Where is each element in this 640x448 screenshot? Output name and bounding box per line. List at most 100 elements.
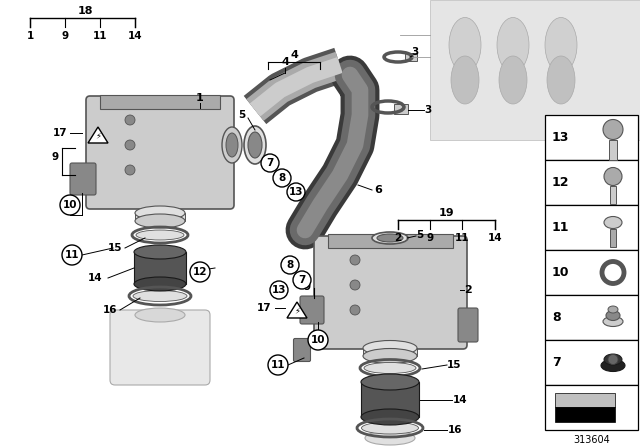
Ellipse shape (135, 214, 185, 228)
Circle shape (350, 255, 360, 265)
Text: 11: 11 (455, 233, 469, 243)
Text: 19: 19 (439, 208, 455, 218)
Text: 13: 13 (552, 131, 570, 144)
Text: 14: 14 (128, 31, 142, 41)
Bar (610, 185, 616, 203)
Ellipse shape (134, 245, 186, 259)
Ellipse shape (449, 17, 481, 73)
Bar (610, 228, 616, 246)
Text: 4: 4 (281, 57, 289, 67)
Ellipse shape (499, 56, 527, 104)
Text: 13: 13 (289, 187, 303, 197)
Text: 1: 1 (196, 93, 204, 103)
Ellipse shape (226, 133, 238, 157)
Circle shape (604, 168, 622, 185)
Bar (545, 385, 638, 430)
Bar (545, 205, 638, 250)
Text: 3: 3 (412, 47, 419, 57)
Text: 8: 8 (278, 173, 285, 183)
FancyBboxPatch shape (314, 236, 467, 349)
Text: 10: 10 (552, 266, 570, 279)
Ellipse shape (361, 409, 419, 425)
Text: ⚡: ⚡ (294, 306, 300, 315)
FancyBboxPatch shape (70, 163, 96, 195)
Circle shape (273, 169, 291, 187)
Bar (134, 252, 186, 284)
Ellipse shape (601, 359, 625, 371)
Text: 9: 9 (51, 152, 59, 162)
Ellipse shape (606, 310, 620, 320)
Text: 9: 9 (303, 282, 310, 292)
Text: 7: 7 (298, 275, 306, 285)
Text: 17: 17 (257, 303, 271, 313)
FancyBboxPatch shape (86, 96, 234, 209)
Text: 18: 18 (77, 6, 93, 16)
Bar (135, 213, 185, 221)
Ellipse shape (135, 206, 185, 220)
Bar (405, 53, 417, 61)
Text: 2: 2 (464, 285, 472, 295)
FancyBboxPatch shape (458, 308, 478, 342)
Text: 15: 15 (108, 243, 122, 253)
Circle shape (293, 271, 311, 289)
Circle shape (60, 195, 80, 215)
Circle shape (190, 262, 210, 282)
Text: 7: 7 (266, 158, 274, 168)
Ellipse shape (377, 234, 403, 242)
Ellipse shape (547, 56, 575, 104)
Text: 12: 12 (552, 176, 570, 189)
Text: 14: 14 (452, 395, 467, 405)
Text: 8: 8 (552, 311, 561, 324)
Ellipse shape (545, 17, 577, 73)
Text: 5: 5 (238, 110, 246, 120)
Text: 12: 12 (193, 267, 207, 277)
Ellipse shape (365, 431, 415, 445)
Bar (363, 348, 417, 356)
Circle shape (287, 183, 305, 201)
Circle shape (62, 245, 82, 265)
Text: 6: 6 (374, 185, 382, 195)
Text: 16: 16 (103, 305, 117, 315)
Circle shape (270, 281, 288, 299)
Ellipse shape (136, 230, 184, 240)
Circle shape (125, 165, 135, 175)
Text: 10: 10 (63, 200, 77, 210)
FancyBboxPatch shape (110, 310, 210, 385)
Text: 7: 7 (552, 356, 561, 369)
Ellipse shape (244, 126, 266, 164)
Circle shape (281, 256, 299, 274)
Text: 8: 8 (286, 260, 294, 270)
FancyBboxPatch shape (300, 296, 324, 324)
Polygon shape (287, 302, 307, 318)
Ellipse shape (134, 277, 186, 291)
Circle shape (350, 305, 360, 315)
Text: 17: 17 (52, 128, 67, 138)
Circle shape (350, 280, 360, 290)
Bar (100, 95, 220, 109)
Text: 13: 13 (272, 285, 286, 295)
Circle shape (608, 354, 618, 365)
Circle shape (308, 330, 328, 350)
Ellipse shape (451, 56, 479, 104)
Circle shape (125, 115, 135, 125)
Text: 11: 11 (65, 250, 79, 260)
Text: 2: 2 (394, 233, 402, 243)
Ellipse shape (363, 340, 417, 356)
Text: 1: 1 (26, 31, 34, 41)
Circle shape (268, 355, 288, 375)
Bar (545, 250, 638, 295)
Circle shape (603, 120, 623, 139)
Text: 9: 9 (426, 233, 433, 243)
Text: 5: 5 (417, 230, 424, 240)
Bar (545, 160, 638, 205)
Text: 11: 11 (552, 221, 570, 234)
Ellipse shape (363, 349, 417, 363)
Text: 10: 10 (311, 335, 325, 345)
Ellipse shape (604, 354, 622, 365)
Ellipse shape (603, 316, 623, 327)
Ellipse shape (604, 216, 622, 228)
Bar (328, 234, 453, 248)
Bar (555, 393, 615, 407)
Ellipse shape (372, 232, 408, 244)
Text: 11: 11 (93, 31, 108, 41)
